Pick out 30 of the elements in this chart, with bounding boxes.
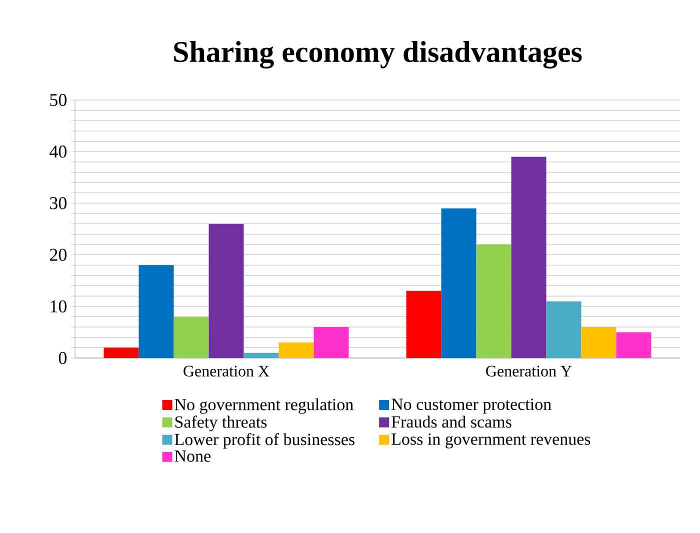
- bar: [174, 316, 209, 358]
- x-tick-label: Generation X: [184, 366, 270, 377]
- bar: [314, 327, 349, 358]
- bar: [441, 208, 476, 358]
- legend-label: No government regulation: [174, 398, 354, 414]
- bar: [138, 265, 174, 358]
- bar: [244, 352, 279, 358]
- bar: [616, 332, 652, 358]
- y-tick-label: 50: [50, 94, 67, 106]
- y-tick-label: 40: [50, 146, 67, 158]
- legend-label: Loss in government revenues: [392, 433, 590, 448]
- y-tick-label: 30: [50, 197, 67, 210]
- legend-label: No customer protection: [392, 398, 552, 414]
- bar: [278, 342, 314, 358]
- legend-label: Lower profit of businesses: [174, 433, 354, 449]
- chart-title: Sharing economy disadvantages: [174, 41, 582, 68]
- bar: [511, 156, 546, 358]
- legend-label: Safety threats: [175, 416, 267, 432]
- bar: [476, 244, 512, 358]
- y-tick-label: 10: [50, 300, 67, 312]
- y-tick-label: 0: [58, 352, 67, 364]
- x-tick-label: Generation Y: [486, 366, 572, 377]
- bar: [406, 290, 442, 358]
- legend-label: Frauds and scams: [392, 416, 512, 428]
- legend-label: None: [174, 450, 210, 462]
- bar: [104, 348, 139, 358]
- bar: [581, 327, 616, 358]
- y-tick-label: 20: [50, 248, 67, 261]
- bar: [546, 301, 582, 358]
- bar: [208, 224, 244, 358]
